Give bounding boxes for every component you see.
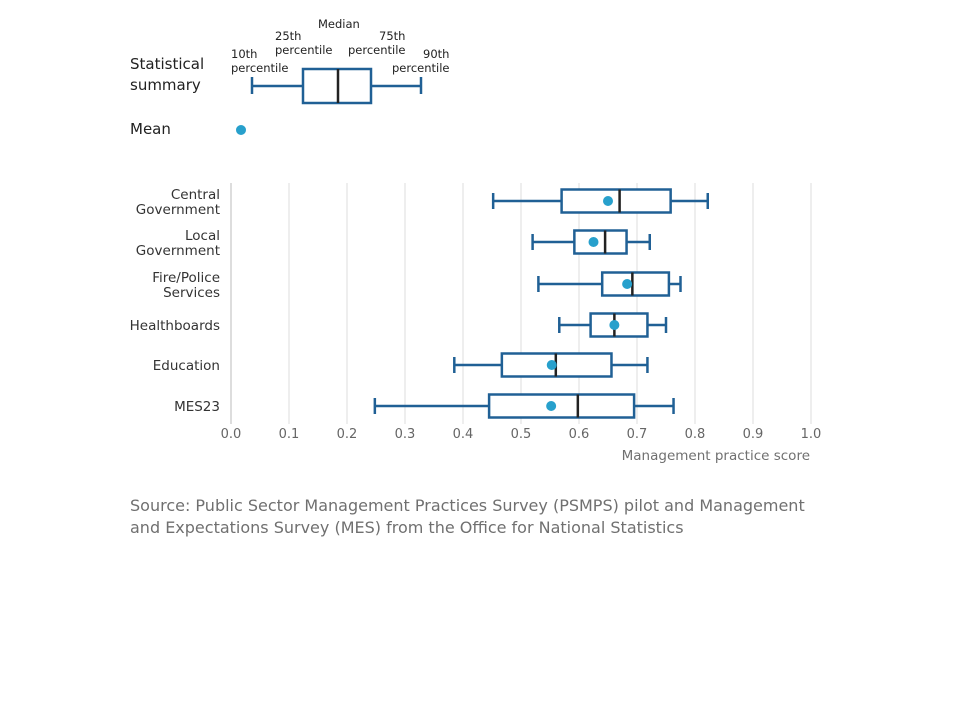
source-note: Source: Public Sector Management Practic… bbox=[130, 496, 805, 537]
x-tick-label: 0.8 bbox=[685, 427, 706, 442]
legend-p10-line1: 10th bbox=[231, 47, 257, 61]
category-label: Government bbox=[136, 202, 220, 218]
category-label: MES23 bbox=[174, 399, 220, 415]
legend-p75-line1: 75th bbox=[379, 29, 405, 43]
category-label: Education bbox=[153, 358, 220, 374]
x-tick-label: 0.6 bbox=[569, 427, 590, 442]
x-tick-label: 0.9 bbox=[743, 427, 764, 442]
x-tick-label: 0.0 bbox=[221, 427, 242, 442]
legend-summary-label-line1: Statistical bbox=[130, 55, 204, 73]
box-0 bbox=[491, 188, 710, 214]
category-label: Local bbox=[185, 228, 220, 244]
x-tick-label: 0.5 bbox=[511, 427, 532, 442]
legend-box-sample bbox=[250, 67, 423, 105]
category-label: Fire/Police bbox=[152, 270, 220, 286]
x-tick-label: 0.2 bbox=[337, 427, 358, 442]
mean-dot bbox=[609, 320, 620, 330]
iqr-box bbox=[560, 188, 672, 214]
category-label: Services bbox=[163, 285, 220, 301]
box-3 bbox=[558, 312, 668, 338]
legend-p10-line2: percentile bbox=[231, 61, 289, 75]
x-tick-label: 1.0 bbox=[801, 427, 822, 442]
mean-dot bbox=[546, 401, 557, 411]
x-axis: 0.0 0.1 0.2 0.3 0.4 0.5 0.6 0.7 0.8 0.9 1.0 bbox=[221, 183, 822, 442]
iqr-box bbox=[487, 393, 636, 419]
legend-mean-dot bbox=[236, 125, 246, 135]
x-tick-label: 0.3 bbox=[395, 427, 416, 442]
legend-median: Median bbox=[318, 17, 360, 31]
box-5 bbox=[373, 393, 675, 419]
mean-dot bbox=[588, 237, 599, 247]
iqr-box bbox=[573, 229, 628, 255]
box-4 bbox=[453, 352, 649, 378]
legend: Statistical summary Mean 10th percentile… bbox=[130, 17, 450, 138]
iqr-box bbox=[600, 271, 671, 297]
legend-p25-line1: 25th bbox=[275, 29, 301, 43]
legend-p90-line2: percentile bbox=[392, 61, 450, 75]
boxes bbox=[373, 188, 710, 419]
x-tick-label: 0.7 bbox=[627, 427, 648, 442]
category-labels: CentralGovernmentLocalGovernmentFire/Pol… bbox=[130, 187, 220, 415]
box-1 bbox=[531, 229, 652, 255]
mean-dot bbox=[603, 196, 613, 206]
x-tick-label: 0.4 bbox=[453, 427, 474, 442]
legend-p25-line2: percentile bbox=[275, 43, 333, 57]
legend-summary-label-line2: summary bbox=[130, 76, 201, 94]
category-label: Government bbox=[136, 243, 220, 259]
category-label: Central bbox=[171, 187, 220, 203]
x-axis-title: Management practice score bbox=[622, 448, 810, 464]
category-label: Healthboards bbox=[130, 318, 220, 334]
mean-dot bbox=[622, 279, 633, 289]
legend-p75-line2: percentile bbox=[348, 43, 406, 57]
gridlines bbox=[288, 183, 812, 424]
legend-p90-line1: 90th bbox=[423, 47, 449, 61]
mean-dot bbox=[546, 360, 557, 370]
box-2 bbox=[537, 271, 682, 297]
x-tick-label: 0.1 bbox=[279, 427, 300, 442]
legend-mean-label: Mean bbox=[130, 120, 171, 138]
